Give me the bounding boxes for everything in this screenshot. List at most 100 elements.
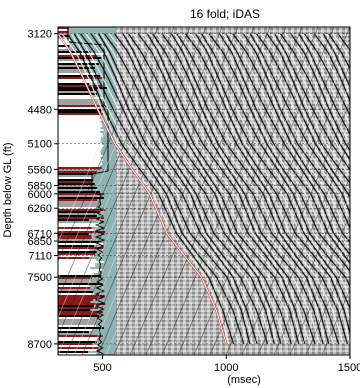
lithology-band (58, 109, 102, 111)
lithology-band (58, 237, 93, 239)
lithology-band (58, 31, 69, 33)
reflection-trace (322, 33, 350, 89)
lithology-band (58, 351, 88, 353)
lithology-band (58, 183, 95, 185)
lithology-band (58, 117, 100, 119)
y-tick-label: 6710 (28, 228, 52, 240)
lithology-band (58, 49, 72, 51)
reflection-trace (270, 33, 350, 178)
lithology-band (58, 87, 108, 89)
lithology-band (58, 163, 102, 165)
lithology-band (58, 173, 94, 175)
reflection-trace (169, 27, 311, 355)
lithology-band (58, 213, 102, 215)
reflection-trace (213, 33, 350, 268)
x-tick-label: 1500 (338, 362, 360, 374)
lithology-band (58, 261, 105, 263)
reflection-trace (225, 63, 350, 355)
lithology-band (58, 203, 98, 205)
lithology-band (58, 47, 68, 49)
reflection-trace (73, 27, 215, 355)
lithology-band (58, 187, 98, 189)
lithology-band (58, 231, 106, 233)
reflection-trace (265, 157, 350, 355)
lithology-band (58, 197, 104, 199)
reflection-trace (294, 33, 350, 146)
reflection-trace (284, 33, 350, 157)
reflection-trace (193, 27, 335, 355)
lithology-band (58, 159, 103, 161)
reflection-trace (308, 33, 350, 110)
lithology-band (58, 205, 100, 207)
lithology-band (58, 167, 102, 169)
lithology-band (58, 73, 98, 75)
lithology-band (58, 135, 103, 137)
lithology-band (58, 281, 95, 283)
lithology-band (58, 333, 95, 335)
lithology-band (58, 29, 67, 31)
lithology-band (58, 181, 93, 183)
lithology-band (58, 75, 101, 77)
lithology-band (58, 219, 89, 221)
reflection-trace (198, 33, 350, 299)
reflection-trace (156, 33, 327, 345)
reflection-trace (249, 33, 350, 216)
lithology-band (58, 303, 106, 305)
lithology-band (58, 327, 104, 329)
reflection-trace (58, 27, 167, 282)
lithology-band (58, 37, 68, 39)
reflection-trace (58, 27, 191, 338)
lithology-band (58, 347, 99, 349)
reflection-trace (252, 33, 350, 209)
lithology-band (58, 161, 102, 163)
reflection-trace (94, 33, 264, 345)
lithology-band (58, 235, 92, 237)
lithology-band (58, 289, 99, 291)
lithology-band (58, 253, 96, 255)
lithology-band (58, 313, 98, 315)
lithology-band (58, 57, 102, 59)
lithology-band (58, 185, 96, 187)
lithology-band (58, 131, 101, 133)
lithology-band (58, 177, 93, 179)
lithology-band (58, 39, 70, 41)
lithology-band (58, 129, 104, 131)
y-tick-label: 6260 (28, 203, 52, 215)
y-tick-label: 5100 (28, 139, 52, 151)
lithology-band (58, 193, 105, 195)
depth-gridlines (58, 33, 350, 345)
lithology-band (58, 209, 106, 211)
lithology-band (58, 157, 101, 159)
lithology-band (58, 301, 91, 303)
lithology-band (58, 225, 101, 227)
reflection-trace (281, 194, 350, 355)
reflection-trace (185, 27, 327, 355)
seismic-reflections (58, 27, 350, 355)
lithology-band (58, 175, 93, 177)
reflection-trace (304, 33, 350, 117)
x-axis: 500 1000 1500 (93, 355, 360, 374)
y-tick-label: 5560 (28, 164, 52, 176)
reflection-trace (145, 27, 287, 355)
y-tick-label: 6000 (28, 189, 52, 201)
reflection-trace (276, 33, 350, 166)
lithology-band (58, 85, 102, 87)
reflection-trace (290, 33, 350, 152)
lithology-band (58, 113, 103, 115)
reflection-trace (58, 27, 151, 244)
lithology-band (58, 299, 93, 301)
reflection-trace (89, 27, 231, 355)
lithology-band (58, 61, 97, 63)
reflection-trace (179, 33, 350, 345)
reflection-trace (58, 27, 159, 263)
lithology-band (58, 89, 97, 91)
lithology-band (58, 65, 92, 67)
chart-title: 16 fold; iDAS (190, 7, 260, 21)
lithology-band (58, 67, 95, 69)
lithology-band (58, 169, 94, 171)
reflection-trace (261, 33, 350, 192)
lithology-band (58, 259, 97, 261)
lithology-band (58, 53, 108, 55)
reflection-trace (98, 33, 269, 345)
